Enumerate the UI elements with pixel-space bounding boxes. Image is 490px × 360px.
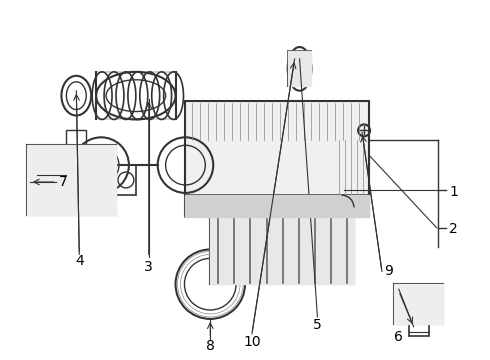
Bar <box>409 324 429 336</box>
Bar <box>66 130 86 145</box>
Bar <box>26 145 116 215</box>
Text: 5: 5 <box>313 318 322 332</box>
Bar <box>32 150 111 210</box>
Polygon shape <box>185 195 369 217</box>
Bar <box>394 284 443 324</box>
Bar <box>116 165 136 195</box>
Polygon shape <box>210 215 354 284</box>
Text: 3: 3 <box>145 260 153 274</box>
Text: 2: 2 <box>449 222 458 236</box>
Text: 4: 4 <box>75 255 84 268</box>
Text: 8: 8 <box>206 339 215 353</box>
Text: 6: 6 <box>394 330 403 344</box>
Text: 7: 7 <box>59 175 68 189</box>
Bar <box>210 215 354 284</box>
Bar <box>288 51 312 86</box>
Polygon shape <box>26 145 116 215</box>
Bar <box>37 160 66 200</box>
Bar <box>399 289 439 319</box>
Text: 9: 9 <box>385 264 393 278</box>
Bar <box>185 100 369 215</box>
Bar <box>185 195 369 217</box>
Polygon shape <box>394 284 443 324</box>
Text: 10: 10 <box>243 335 261 349</box>
Text: 1: 1 <box>449 185 458 199</box>
Polygon shape <box>288 51 312 86</box>
Polygon shape <box>185 100 369 215</box>
Bar <box>96 72 175 120</box>
